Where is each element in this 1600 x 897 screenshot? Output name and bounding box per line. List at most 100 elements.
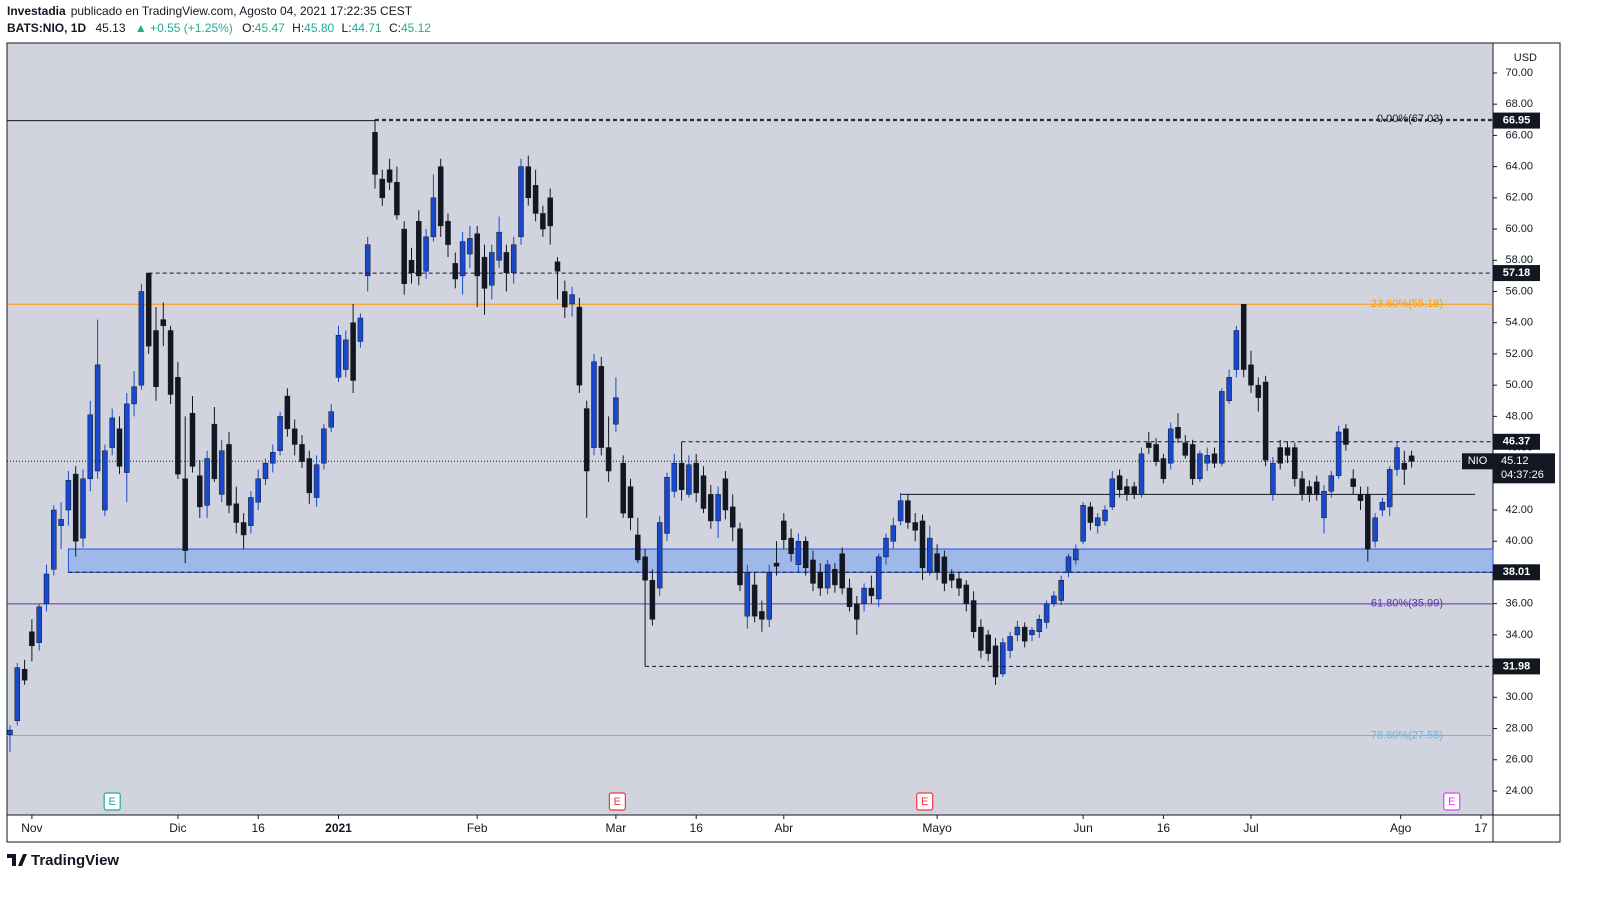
candle-body [963, 584, 970, 604]
candle-body [868, 587, 875, 597]
candle-body [1394, 447, 1400, 470]
candle-body [620, 462, 626, 514]
candle-body [379, 178, 386, 199]
candle-body [80, 478, 86, 539]
candle-body [1153, 444, 1159, 462]
candle-body [773, 562, 780, 567]
candle-body [540, 213, 546, 230]
candle-body [824, 564, 831, 589]
candle-body [861, 587, 867, 604]
candle-body [423, 236, 429, 272]
candle-body [102, 450, 108, 511]
candle-body [897, 500, 904, 522]
candle-body [131, 386, 137, 405]
candle-body [503, 252, 510, 274]
candle-body [569, 294, 575, 305]
candle-body [678, 462, 685, 490]
last-name-box [1462, 453, 1493, 470]
y-tick-label: 50.00 [1505, 379, 1533, 391]
candle-body [445, 220, 451, 245]
candle-body [474, 233, 480, 277]
candle-body [649, 579, 656, 620]
candle-body [291, 428, 298, 445]
candle-body [1335, 431, 1342, 476]
candle-body [357, 317, 364, 342]
candle-body [1109, 478, 1116, 508]
candle-body [1350, 478, 1356, 487]
candle-body [321, 428, 327, 464]
candle-body [1379, 501, 1386, 511]
candle-body [51, 509, 57, 570]
candle-body [722, 478, 729, 511]
brand: TradingView [31, 852, 119, 869]
x-tick-label: 17 [1474, 821, 1488, 835]
level-box [1493, 265, 1540, 282]
candle-body [554, 261, 561, 272]
chart-frame [6, 42, 1561, 843]
candle-body [1146, 442, 1152, 448]
logo [7, 854, 27, 866]
c: 45.12 [401, 21, 431, 35]
event-badge [916, 792, 934, 811]
x-tick-label: Dic [169, 821, 186, 835]
candle-body [167, 330, 174, 395]
candle-body [1386, 469, 1393, 508]
candle-body [226, 444, 232, 506]
candle-body [7, 729, 13, 736]
candle-body [839, 553, 845, 589]
candle-body [335, 334, 342, 378]
last-price-box [1493, 453, 1555, 484]
candle-body [912, 522, 918, 531]
candle-body [160, 319, 167, 327]
candle-body [605, 447, 612, 472]
candle-body [1116, 475, 1123, 490]
candle-body [1189, 444, 1196, 480]
candle-body [708, 494, 714, 522]
x-tick-label: Feb [467, 821, 488, 835]
candle-body [313, 464, 320, 498]
candle-body [700, 475, 707, 509]
event-badge [1443, 792, 1461, 811]
candle-body [1036, 619, 1043, 633]
candle-body [386, 169, 393, 183]
y-tick-label: 64.00 [1505, 161, 1533, 173]
level-label: 31.98 [1503, 660, 1531, 672]
candle-body [627, 486, 634, 519]
candle-body [21, 668, 28, 681]
x-tick-label: Ago [1390, 821, 1412, 835]
y-tick-label: 70.00 [1505, 67, 1533, 79]
candle-body [306, 458, 313, 494]
l-label: L: [342, 21, 352, 35]
candle-body [642, 556, 648, 581]
y-tick-label: 56.00 [1505, 285, 1533, 297]
event-label: E [109, 796, 116, 808]
candle-body [248, 497, 254, 526]
candle-body [759, 611, 765, 620]
level-box [1493, 564, 1540, 581]
candle-body [175, 377, 181, 475]
candle-body [905, 500, 911, 523]
candle-body [182, 478, 188, 551]
candle-body [1233, 330, 1240, 370]
candle-body [1262, 381, 1269, 461]
candle-body [240, 522, 247, 536]
x-tick-label: Mayo [922, 821, 952, 835]
o-label: O: [242, 21, 255, 35]
candle-body [1029, 629, 1035, 636]
candle-body [124, 403, 130, 473]
x-tick-label: 16 [252, 821, 266, 835]
candle-body [116, 428, 123, 467]
candle-body [262, 462, 269, 480]
candle-body [598, 366, 605, 448]
candle-body [211, 423, 218, 480]
candle-body [846, 587, 853, 608]
candle-body [36, 606, 42, 643]
change: ▲ +0.55 (+1.25%) [135, 21, 233, 35]
candle-body [1343, 428, 1349, 445]
candle-body [87, 414, 94, 480]
candle-body [1065, 556, 1072, 573]
event-badge [103, 792, 121, 811]
candle-body [299, 444, 305, 462]
candle-body [547, 197, 553, 227]
